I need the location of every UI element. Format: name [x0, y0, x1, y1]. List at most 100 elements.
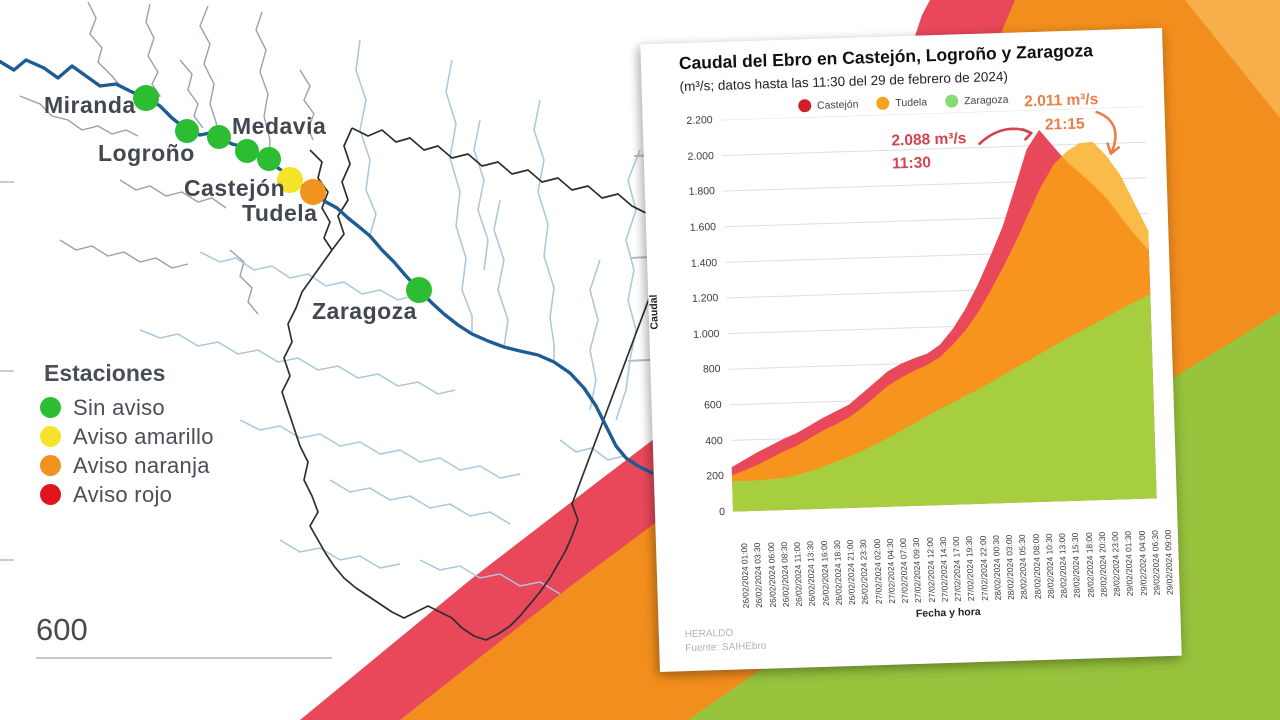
map-station-label: Logroño [98, 140, 195, 166]
annotation-castejon-peak-value: 2.088 m³/s [891, 130, 967, 150]
chart-legend-label: Castejón [816, 98, 859, 112]
x-tick-label: 28/02/2024 00:30 [990, 535, 1003, 601]
background-scale-line [36, 657, 332, 659]
y-tick-label: 1.400 [690, 256, 718, 270]
station-dot-Logroño [207, 125, 231, 149]
y-tick-label: 2.200 [686, 114, 713, 127]
map-legend-label: Aviso amarillo [73, 423, 214, 449]
station-dot-unnamed [175, 119, 199, 143]
map-station-label: Miranda [44, 92, 136, 118]
x-tick-label: 27/02/2024 04:30 [884, 538, 897, 604]
map-gray-tributaries [19, 1, 315, 315]
annotation-tudela-peak-time: 21:15 [1044, 115, 1085, 134]
x-tick-label: 26/02/2024 13:30 [805, 540, 818, 607]
x-tick-label: 27/02/2024 09:30 [911, 537, 924, 604]
y-tick-label: 1.000 [692, 327, 720, 341]
x-tick-label: 27/02/2024 02:00 [871, 538, 884, 605]
footer-source: Fuente: SAIHEbro [685, 640, 767, 655]
background-scale-label: 600 [36, 612, 88, 647]
map-blue-tributaries [139, 39, 641, 595]
x-tick-label: 28/02/2024 13:00 [1056, 532, 1069, 599]
footer-brand: HERALDO [684, 627, 734, 641]
x-tick-label: 28/02/2024 05:30 [1017, 534, 1030, 600]
y-axis-title: Caudal [647, 294, 661, 330]
x-tick-label: 27/02/2024 07:00 [897, 537, 910, 604]
x-tick-label: 28/02/2024 15:30 [1070, 532, 1083, 599]
station-dot-Castejón [277, 167, 303, 193]
station-dot-Medavia [257, 147, 281, 171]
x-tick-label: 29/02/2024 06:30 [1149, 530, 1162, 596]
x-tick-label: 28/02/2024 18:00 [1083, 532, 1096, 598]
x-tick-label: 26/02/2024 08:30 [778, 541, 791, 608]
x-tick-label: 26/02/2024 21:00 [844, 539, 857, 606]
x-tick-label: 27/02/2024 22:00 [977, 535, 990, 601]
chart-card: Caudal del Ebro en Castejón, Logroño y Z… [640, 27, 1182, 673]
x-tick-label: 28/02/2024 08:00 [1030, 533, 1043, 600]
map-legend-item: Sin aviso [40, 393, 214, 422]
x-tick-label: 27/02/2024 14:30 [937, 536, 950, 603]
station-dot-Tudela [300, 179, 326, 205]
x-tick-label: 27/02/2024 12:00 [924, 537, 937, 603]
map-legend-item: Aviso rojo [40, 480, 214, 509]
map-station-label: Tudela [242, 200, 318, 226]
map-legend: Estaciones Sin aviso Aviso amarillo Aviso … [40, 360, 214, 509]
x-tick-label: 27/02/2024 17:00 [950, 536, 963, 602]
ebro-basin-map: Miranda Logroño Medavia Castejón Tudela Zarag… [0, 1, 663, 641]
chart-title: Caudal del Ebro en Castejón, Logroño y Z… [678, 40, 1094, 74]
x-tick-label: 26/02/2024 18:30 [831, 540, 844, 606]
x-tick-label: 26/02/2024 23:30 [858, 539, 871, 605]
legend-dot-icon [40, 455, 61, 476]
x-tick-label: 29/02/2024 04:00 [1136, 530, 1149, 596]
x-tick-label: 26/02/2024 16:00 [818, 540, 831, 606]
x-tick-label: 28/02/2024 10:30 [1043, 533, 1056, 599]
map-station-label: Zaragoza [312, 298, 417, 324]
chart-legend-item: Tudela [876, 95, 927, 110]
x-tick-label: 26/02/2024 11:00 [791, 541, 805, 607]
x-tick-label: 28/02/2024 03:00 [1003, 534, 1016, 601]
map-legend-label: Aviso rojo [73, 481, 173, 507]
legend-dot-icon [40, 426, 61, 447]
y-tick-label: 400 [705, 434, 723, 448]
map-legend-label: Sin aviso [73, 394, 165, 420]
y-tick-label: 0 [718, 505, 726, 519]
x-tick-label: 28/02/2024 23:00 [1109, 531, 1122, 597]
x-tick-label: 27/02/2024 19:30 [964, 535, 977, 602]
map-station-label: Castejón [184, 175, 286, 201]
chart-legend-label: Zaragoza [963, 93, 1009, 107]
x-tick-label: 28/02/2024 20:30 [1096, 531, 1109, 598]
y-tick-label: 200 [706, 470, 725, 483]
x-tick-label: 26/02/2024 06:00 [765, 542, 778, 608]
y-tick-label: 600 [703, 399, 722, 412]
chart-legend-item: Castejón [797, 98, 859, 113]
legend-dot-icon [876, 96, 890, 110]
annotation-tudela-peak-value: 2.011 m³/s [1023, 90, 1099, 111]
y-tick-label: 800 [702, 363, 721, 376]
annotation-arrow-tudela [1095, 110, 1121, 155]
x-tick-label: 29/02/2024 09:00 [1162, 529, 1175, 596]
x-tick-label: 29/02/2024 01:30 [1123, 530, 1136, 597]
map-legend-item: Aviso amarillo [40, 422, 214, 451]
legend-dot-icon [40, 484, 61, 505]
chart-legend-label: Tudela [895, 95, 928, 109]
legend-dot-icon [40, 397, 61, 418]
x-tick-label: 26/02/2024 01:00 [738, 542, 752, 609]
legend-dot-icon [944, 94, 959, 108]
y-tick-label: 2.000 [687, 149, 714, 163]
x-tick-label: 26/02/2024 03:30 [752, 542, 765, 609]
chart-legend-item: Zaragoza [944, 93, 1009, 108]
station-dot-Miranda [133, 85, 159, 111]
y-tick-label: 1.800 [688, 185, 716, 199]
background-light-orange-area [1185, 0, 1280, 118]
annotation-arrow-castejon [978, 127, 1033, 146]
area-chart-plot [720, 106, 1157, 512]
map-legend-item: Aviso naranja [40, 451, 214, 480]
station-dot-Zaragoza [406, 277, 432, 303]
chart-subtitle: (m³/s; datos hasta las 11:30 del 29 de f… [679, 68, 1009, 95]
annotation-castejon-peak-time: 11:30 [891, 154, 932, 173]
map-region-boundary [281, 127, 663, 641]
map-legend-title: Estaciones [44, 360, 166, 386]
map-legend-label: Aviso naranja [73, 452, 210, 478]
station-dot-unnamed [235, 139, 259, 163]
map-station-label: Medavia [232, 113, 327, 139]
legend-dot-icon [797, 99, 812, 113]
